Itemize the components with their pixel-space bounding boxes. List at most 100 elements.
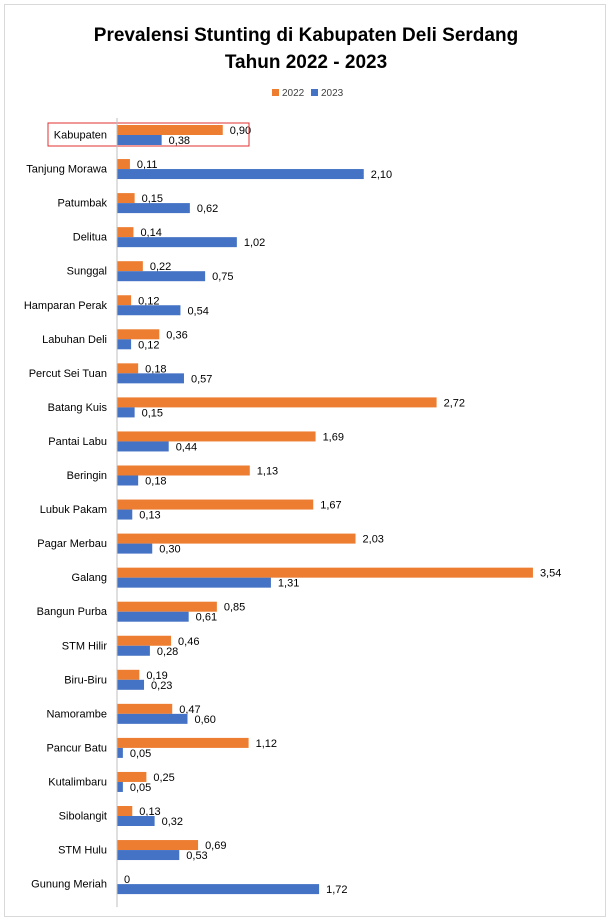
data-label-2022-tanjung-morawa: 0,11 — [137, 159, 158, 171]
data-label-2022-sibolangit: 0,13 — [139, 806, 160, 818]
data-label-2023-pancur-batu: 0,05 — [130, 748, 151, 760]
bar-2023-kabupaten — [117, 135, 162, 145]
bar-2023-beringin — [117, 475, 139, 486]
data-label-2022-pancur-batu: 1,12 — [256, 738, 277, 750]
chart-title: Prevalensi Stunting di Kabupaten Deli Se… — [0, 22, 612, 76]
bar-2022-kabupaten — [117, 125, 223, 135]
bar-2023-pancur-batu — [117, 747, 123, 758]
data-label-2023-tanjung-morawa: 2,10 — [371, 169, 392, 181]
data-label-2022-pagar-merbau: 2,03 — [363, 534, 384, 546]
legend-swatch-2023 — [311, 89, 318, 96]
data-label-2023-stm-hilir: 0,28 — [157, 646, 178, 658]
chart-title-line-1: Prevalensi Stunting di Kabupaten Deli Se… — [93, 25, 519, 46]
category-label-galang: Galang — [72, 572, 107, 584]
data-label-2023-stm-hulu: 0,53 — [186, 850, 207, 862]
bar-2022-sunggal — [117, 261, 143, 272]
category-label-percut-sei-tuan: Percut Sei Tuan — [29, 368, 107, 380]
category-label-biru-biru: Biru-Biru — [64, 674, 107, 686]
data-label-2023-hamparan-perak: 0,54 — [187, 305, 208, 317]
legend: 2022 2023 — [272, 88, 344, 99]
legend-label-2022: 2022 — [282, 88, 305, 99]
category-label-stm-hilir: STM Hilir — [62, 640, 108, 652]
bar-2022-pantai-labu — [117, 431, 316, 442]
bar-2022-biru-biru — [117, 669, 140, 680]
bar-2022-sibolangit — [117, 806, 133, 816]
bar-2022-batang-kuis — [117, 397, 437, 408]
bar-2023-stm-hulu — [117, 850, 180, 861]
bar-2023-sunggal — [117, 271, 206, 282]
bar-2023-biru-biru — [117, 679, 145, 690]
category-label-bangun-purba: Bangun Purba — [37, 606, 108, 618]
category-label-lubuk-pakam: Lubuk Pakam — [40, 504, 107, 516]
bar-2023-tanjung-morawa — [117, 169, 364, 180]
plot-area: Kabupaten 0,90 0,38 Tanjung Morawa 0,11 2,10 P… — [24, 118, 561, 908]
bar-2023-sibolangit — [117, 816, 155, 826]
data-label-2022-bangun-purba: 0,85 — [224, 602, 245, 614]
bar-2023-pagar-merbau — [117, 543, 153, 554]
bar-2023-bangun-purba — [117, 611, 189, 622]
data-label-2022-kutalimbaru: 0,25 — [153, 772, 174, 784]
category-label-namorambe: Namorambe — [46, 708, 107, 720]
category-label-sunggal: Sunggal — [67, 266, 107, 278]
category-label-kutalimbaru: Kutalimbaru — [48, 776, 107, 788]
data-label-2023-namorambe: 0,60 — [195, 714, 216, 726]
category-label-batang-kuis: Batang Kuis — [48, 402, 108, 414]
data-label-2022-gunung-meriah: 0 — [124, 874, 130, 886]
bar-2022-pancur-batu — [117, 737, 249, 748]
category-label-patumbak: Patumbak — [57, 198, 107, 210]
bar-2023-hamparan-perak — [117, 305, 181, 316]
data-label-2023-bangun-purba: 0,61 — [196, 612, 217, 624]
bar-2022-namorambe — [117, 703, 173, 714]
legend-swatch-2022 — [272, 89, 279, 96]
bar-2022-lubuk-pakam — [117, 499, 314, 510]
data-label-2022-kabupaten: 0,90 — [230, 125, 251, 137]
data-label-2022-labuhan-deli: 0,36 — [166, 329, 187, 341]
bar-2023-patumbak — [117, 203, 190, 214]
category-label-pancur-batu: Pancur Batu — [46, 742, 107, 754]
bar-2023-pantai-labu — [117, 441, 169, 452]
bar-2023-namorambe — [117, 713, 188, 724]
bar-2022-hamparan-perak — [117, 295, 132, 306]
data-label-2022-beringin: 1,13 — [257, 466, 278, 478]
data-label-2023-sunggal: 0,75 — [212, 271, 233, 283]
data-label-2022-percut-sei-tuan: 0,18 — [145, 363, 166, 375]
data-label-2022-pantai-labu: 1,69 — [323, 431, 344, 443]
bar-2022-stm-hilir — [117, 635, 172, 646]
data-label-2023-kutalimbaru: 0,05 — [130, 782, 151, 794]
bar-2022-pagar-merbau — [117, 533, 356, 544]
data-label-2023-pagar-merbau: 0,30 — [159, 544, 180, 556]
data-label-2022-patumbak: 0,15 — [142, 193, 163, 205]
category-label-hamparan-perak: Hamparan Perak — [24, 300, 108, 312]
category-label-beringin: Beringin — [67, 470, 107, 482]
category-label-sibolangit: Sibolangit — [59, 811, 107, 823]
bar-2022-delitua — [117, 227, 134, 238]
category-label-delitua: Delitua — [73, 232, 108, 244]
data-label-2023-biru-biru: 0,23 — [151, 680, 172, 692]
data-label-2023-galang: 1,31 — [278, 578, 299, 590]
bar-2022-beringin — [117, 465, 250, 476]
data-label-2023-labuhan-deli: 0,12 — [138, 339, 159, 351]
chart-frame — [4, 4, 606, 917]
bar-2022-percut-sei-tuan — [117, 363, 139, 374]
bar-2023-labuhan-deli — [117, 339, 132, 350]
category-label-gunung-meriah: Gunung Meriah — [31, 879, 107, 891]
bar-2022-tanjung-morawa — [117, 159, 130, 170]
category-label-labuhan-deli: Labuhan Deli — [42, 334, 107, 346]
bar-2022-kutalimbaru — [117, 771, 147, 782]
category-label-pagar-merbau: Pagar Merbau — [37, 538, 107, 550]
bar-2022-labuhan-deli — [117, 329, 160, 340]
data-label-2023-patumbak: 0,62 — [197, 203, 218, 215]
bar-2022-bangun-purba — [117, 601, 217, 612]
bar-2023-gunung-meriah — [117, 884, 320, 895]
data-label-2023-batang-kuis: 0,15 — [142, 407, 163, 419]
bar-2023-percut-sei-tuan — [117, 373, 184, 384]
data-label-2022-namorambe: 0,47 — [179, 704, 200, 716]
data-label-2022-lubuk-pakam: 1,67 — [320, 500, 341, 512]
data-label-2023-lubuk-pakam: 0,13 — [139, 510, 160, 522]
category-label-pantai-labu: Pantai Labu — [48, 436, 107, 448]
data-label-2022-stm-hulu: 0,69 — [205, 840, 226, 852]
category-label-stm-hulu: STM Hulu — [58, 845, 107, 857]
legend-label-2023: 2023 — [321, 88, 344, 99]
highlight-box — [47, 122, 250, 147]
